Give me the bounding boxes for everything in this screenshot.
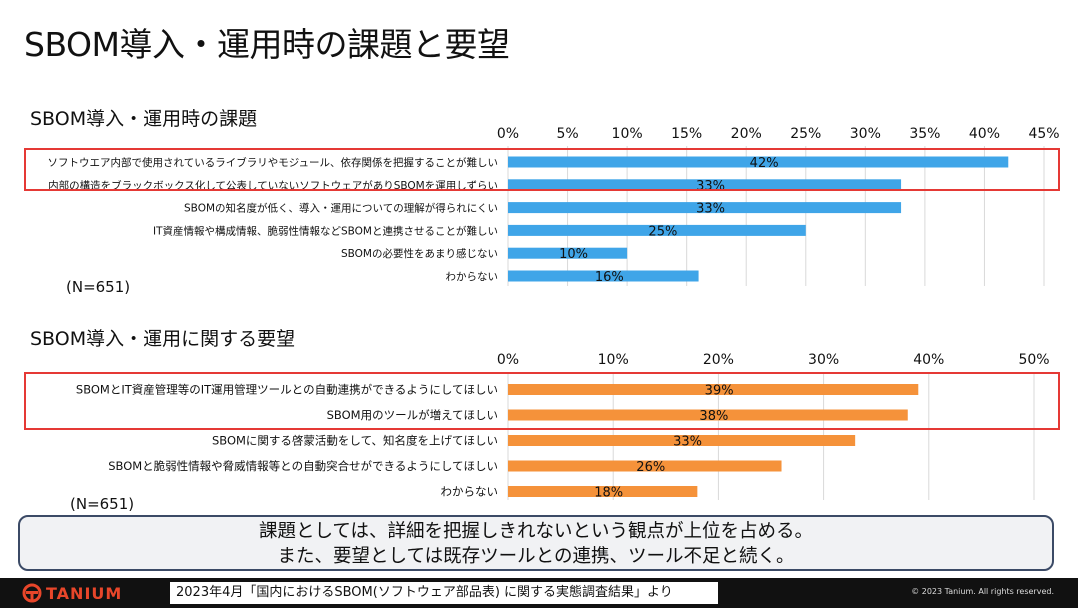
category-label: SBOMの必要性をあまり感じない — [341, 247, 498, 260]
page-title: SBOM導入・運用時の課題と要望 — [24, 25, 510, 64]
tick-label: 50% — [1018, 352, 1049, 368]
summary-line: また、要望としては既存ツールとの連携、ツール不足と続く。 — [277, 546, 795, 567]
bar — [508, 270, 699, 282]
bar-value-label: 42% — [750, 156, 779, 171]
category-label: ソフトウエア内部で使用されているライブラリやモジュール、依存関係を把握することが… — [48, 156, 498, 169]
bar-value-label: 26% — [636, 460, 665, 475]
tick-label: 30% — [808, 352, 839, 368]
tick-label: 25% — [790, 126, 821, 142]
category-label: SBOM用のツールが増えてほしい — [327, 408, 498, 422]
sample-size-label: (N=651) — [70, 495, 135, 513]
bar — [508, 156, 1009, 168]
tanium-logo-text: TANIUM — [46, 583, 123, 603]
requests-chart: 0% 10% 20% 30% 40% 50% 39% SBOMとIT資産管理等のIT運用管理ツ… — [76, 352, 1050, 501]
bar-value-label: 38% — [699, 409, 728, 424]
bar-value-label: 10% — [559, 247, 588, 262]
bar — [508, 202, 902, 214]
tick-label: 40% — [913, 352, 944, 368]
summary-box: 課題としては、詳細を把握しきれないという観点が上位を占める。 また、要望としては… — [18, 515, 1054, 571]
category-label: 内部の構造をブラックボックス化して公表していないソフトウェアがありSBOMを運用… — [48, 179, 498, 192]
tick-label: 0% — [497, 352, 519, 368]
bar-value-label: 39% — [705, 384, 734, 399]
bar-value-label: 33% — [696, 202, 725, 217]
bar-value-label: 16% — [595, 270, 624, 285]
bar-value-label: 18% — [594, 486, 623, 501]
chart-title-requests: SBOM導入・運用に関する要望 — [30, 328, 296, 350]
highlight-box-requests — [24, 372, 1060, 430]
copyright-text: © 2023 Tanium. All rights reserved. — [911, 587, 1054, 596]
bar — [508, 409, 908, 421]
category-label: SBOMと脆弱性情報や脅威情報等との自動突合せができるようにしてほしい — [108, 459, 498, 473]
bar — [508, 224, 806, 236]
tanium-logo-icon — [22, 583, 42, 603]
tick-label: 10% — [598, 352, 629, 368]
chart-title-issues: SBOM導入・運用時の課題 — [30, 108, 258, 130]
footer-bar: TANIUM 2023年4月「国内におけるSBOM(ソフトウェア部品表) に関す… — [0, 578, 1078, 608]
summary-line: 課題としては、詳細を把握しきれないという観点が上位を占める。 — [258, 521, 814, 542]
tick-label: 35% — [909, 126, 940, 142]
tick-label: 45% — [1028, 126, 1059, 142]
category-label: わからない — [441, 485, 499, 499]
tick-label: 20% — [731, 126, 762, 142]
bar — [508, 435, 856, 446]
sample-size-label: (N=651) — [66, 278, 131, 296]
bar — [508, 460, 782, 472]
tick-label: 20% — [703, 352, 734, 368]
tick-label: 40% — [969, 126, 1000, 142]
tick-label: 15% — [671, 126, 702, 142]
highlight-box-issues — [24, 148, 1060, 191]
bar — [508, 179, 902, 191]
tick-label: 30% — [850, 126, 881, 142]
bar — [508, 384, 919, 395]
category-label: IT資産情報や構成情報、脆弱性情報などSBOMと連携させることが難しい — [153, 224, 498, 237]
bar-value-label: 25% — [648, 224, 677, 239]
category-label: わからない — [446, 271, 499, 283]
issues-chart: 0% 5% 10% 15% 20% 25% 30% 35% 40% 45% 42% ソフトウエア内部で… — [48, 126, 1060, 286]
tick-label: 0% — [497, 126, 519, 142]
tanium-logo: TANIUM — [22, 583, 122, 603]
bar-value-label: 33% — [673, 435, 702, 450]
category-label: SBOMに関する啓蒙活動をして、知名度を上げてほしい — [212, 434, 498, 448]
bar — [508, 247, 628, 259]
category-label: SBOMとIT資産管理等のIT運用管理ツールとの自動連携ができるようにしてほしい — [76, 383, 498, 397]
bar — [508, 486, 698, 497]
tick-label: 5% — [556, 126, 578, 142]
source-note: 2023年4月「国内におけるSBOM(ソフトウェア部品表) に関する実態調査結果… — [170, 582, 718, 604]
tick-label: 10% — [612, 126, 643, 142]
category-label: SBOMの知名度が低く、導入・運用についての理解が得られにくい — [184, 202, 498, 215]
